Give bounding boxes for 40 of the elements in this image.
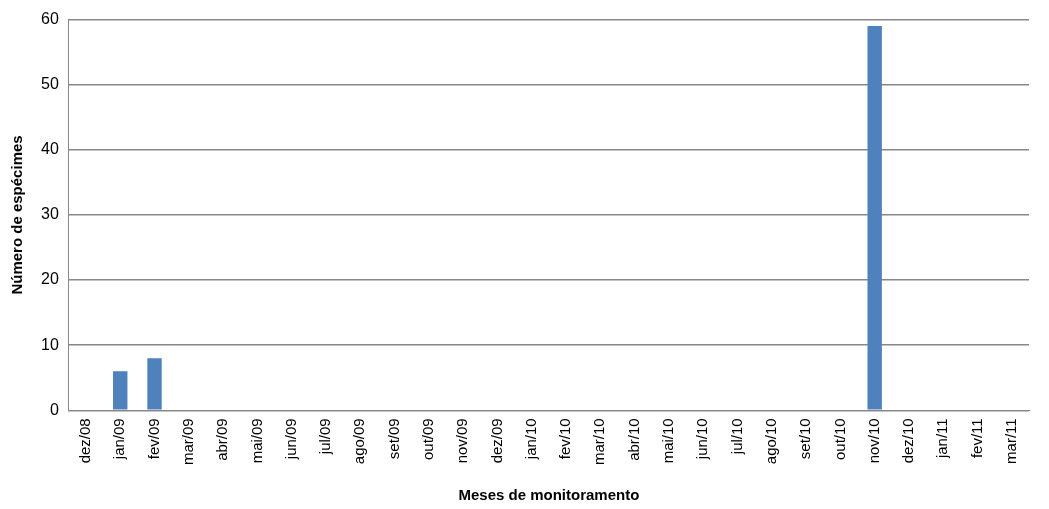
- bar: [147, 358, 162, 410]
- y-axis-title: Número de espécimes: [8, 135, 26, 295]
- x-tick-label: abr/10: [624, 418, 642, 461]
- x-tick-label: ago/09: [350, 418, 368, 465]
- x-tick-label: mar/11: [1001, 418, 1019, 464]
- x-tick-label: dez/10: [899, 418, 917, 464]
- x-tick-label: nov/09: [453, 418, 471, 464]
- y-tick-label: 60: [41, 10, 59, 28]
- bar: [113, 371, 128, 410]
- x-tick-label: mai/09: [247, 418, 265, 464]
- y-tick-label: 30: [41, 205, 59, 223]
- x-tick-label: nov/10: [864, 418, 882, 464]
- x-tick-label: set/09: [384, 418, 402, 460]
- y-tick-label: 0: [49, 400, 59, 418]
- bar: [867, 26, 882, 410]
- x-tick-label: mar/10: [590, 418, 608, 465]
- x-tick-label: abr/09: [213, 418, 231, 461]
- x-tick-label: fev/09: [144, 418, 162, 460]
- x-tick-label: mai/10: [659, 418, 677, 464]
- x-tick-label: mar/09: [178, 418, 196, 465]
- x-tick-label: jun/09: [281, 418, 299, 461]
- x-tick-label: jan/10: [521, 418, 539, 461]
- x-tick-label: dez/08: [76, 418, 94, 464]
- x-tick-label: fev/11: [967, 418, 985, 459]
- x-tick-label: ago/10: [761, 418, 779, 465]
- x-tick-label: out/10: [830, 418, 848, 461]
- y-tick-label: 40: [41, 140, 59, 158]
- x-axis-title: Meses de monitoramento: [458, 486, 640, 504]
- x-tick-label: jan/09: [110, 418, 128, 461]
- x-tick-label: set/10: [796, 418, 814, 460]
- x-tick-label: out/09: [419, 418, 437, 461]
- x-tick-label: jul/10: [727, 418, 745, 456]
- y-tick-label: 50: [41, 75, 59, 93]
- y-tick-label: 10: [41, 335, 59, 353]
- x-tick-label: fev/10: [556, 418, 574, 460]
- x-tick-label: jan/11: [933, 418, 951, 460]
- x-tick-label: jun/10: [693, 418, 711, 461]
- x-tick-label: dez/09: [487, 418, 505, 464]
- y-tick-label: 20: [41, 270, 59, 288]
- x-tick-label: jul/09: [316, 418, 334, 456]
